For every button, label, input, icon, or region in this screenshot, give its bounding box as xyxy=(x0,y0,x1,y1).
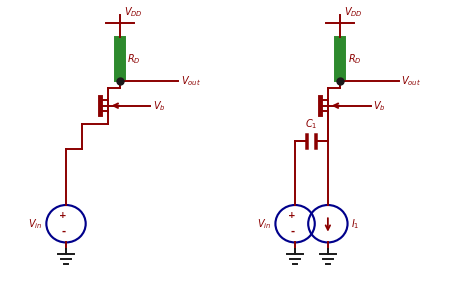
Text: $V_{out}$: $V_{out}$ xyxy=(401,74,421,88)
Text: -: - xyxy=(61,226,65,237)
Bar xyxy=(335,37,345,81)
Text: $R_D$: $R_D$ xyxy=(128,52,141,66)
Text: $V_b$: $V_b$ xyxy=(153,99,165,112)
Text: +: + xyxy=(59,212,67,220)
Text: +: + xyxy=(289,212,296,220)
Text: $R_D$: $R_D$ xyxy=(347,52,361,66)
Text: -: - xyxy=(290,226,294,237)
Text: $C_1$: $C_1$ xyxy=(305,117,318,131)
Text: $V_{in}$: $V_{in}$ xyxy=(257,217,272,231)
Text: $V_{out}$: $V_{out}$ xyxy=(181,74,201,88)
Bar xyxy=(115,37,125,81)
Text: $V_{DD}$: $V_{DD}$ xyxy=(344,5,363,19)
Text: $V_{DD}$: $V_{DD}$ xyxy=(124,5,142,19)
Text: $V_{in}$: $V_{in}$ xyxy=(28,217,43,231)
Text: $I_1$: $I_1$ xyxy=(351,217,360,231)
Text: $V_b$: $V_b$ xyxy=(373,99,385,112)
